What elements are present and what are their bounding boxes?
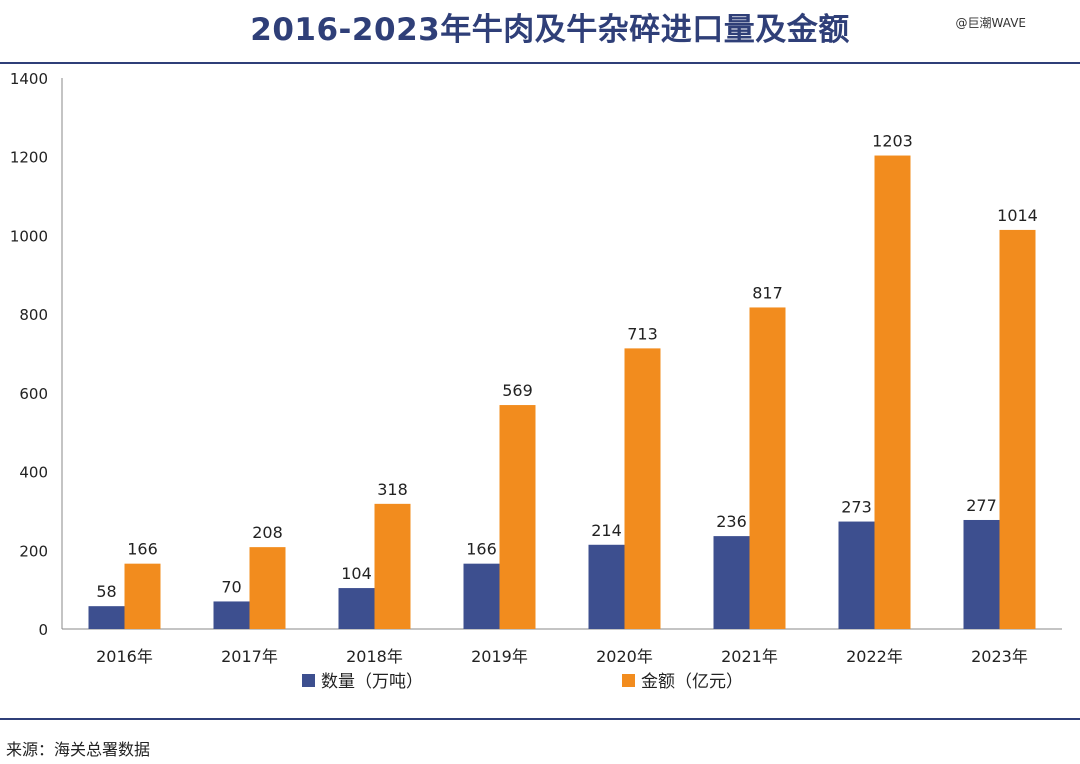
data-label: 214 — [591, 521, 622, 540]
data-label: 104 — [341, 564, 372, 583]
data-label: 166 — [466, 540, 497, 559]
data-label: 166 — [127, 540, 158, 559]
bar — [213, 601, 250, 629]
bar — [963, 519, 1000, 629]
data-label: 273 — [841, 498, 872, 517]
x-tick-label: 2017年 — [221, 647, 278, 666]
data-label: 569 — [502, 381, 533, 400]
data-label: 236 — [716, 512, 747, 531]
bar — [588, 544, 625, 629]
x-tick-label: 2018年 — [346, 647, 403, 666]
watermark: @巨潮WAVE — [955, 16, 1026, 30]
bars: 58 166 70 208 104 318 166 569 214 713 236 817 273 120… — [88, 132, 1038, 629]
bar — [88, 606, 125, 629]
y-tick-label: 0 — [38, 621, 48, 639]
bar — [374, 503, 411, 629]
bar — [838, 521, 875, 629]
data-label: 318 — [377, 480, 408, 499]
x-tick-label: 2021年 — [721, 647, 778, 666]
y-tick-label: 200 — [19, 542, 48, 560]
legend-swatch — [622, 674, 635, 687]
bar — [749, 307, 786, 629]
legend-swatch — [302, 674, 315, 687]
bottom-divider — [0, 718, 1080, 720]
x-tick-label: 2023年 — [971, 647, 1028, 666]
y-tick-label: 800 — [19, 306, 48, 324]
bar — [499, 405, 536, 629]
legend-entry: 数量（万吨） — [321, 672, 423, 692]
bar — [338, 588, 375, 629]
top-divider — [0, 62, 1080, 64]
x-tick-label: 2019年 — [471, 647, 528, 666]
x-axis-ticks: 2016年 2017年 2018年 2019年 2020年 2021年 2022年 2023年 — [96, 647, 1028, 666]
data-label: 713 — [627, 324, 658, 343]
data-label: 817 — [752, 283, 783, 302]
x-tick-label: 2016年 — [96, 647, 153, 666]
chart-title: 2016-2023年牛肉及牛杂碎进口量及金额 — [250, 12, 850, 48]
data-label: 1014 — [997, 206, 1038, 225]
legend-entry: 金额（亿元） — [641, 672, 743, 692]
x-tick-label: 2022年 — [846, 647, 903, 666]
y-tick-label: 1000 — [10, 227, 48, 245]
y-tick-label: 1400 — [10, 70, 48, 88]
source-note: 来源：海关总署数据 — [6, 740, 151, 759]
x-tick-label: 2020年 — [596, 647, 653, 666]
data-label: 277 — [966, 496, 997, 515]
data-label: 58 — [96, 582, 116, 601]
bar — [624, 348, 661, 629]
bar — [713, 536, 750, 629]
bar — [463, 563, 500, 629]
y-axis-ticks: 0 200 400 600 800 1000 1200 1400 — [10, 70, 48, 639]
y-tick-label: 1200 — [10, 149, 48, 167]
data-label: 1203 — [872, 132, 913, 151]
y-tick-label: 600 — [19, 385, 48, 403]
data-label: 70 — [221, 577, 241, 596]
bar — [249, 547, 286, 629]
axes — [61, 78, 1062, 630]
y-tick-label: 400 — [19, 464, 48, 482]
legend: 数量（万吨） 金额（亿元） — [302, 672, 743, 692]
bar — [999, 229, 1036, 629]
data-label: 208 — [252, 523, 283, 542]
bar — [124, 563, 161, 629]
bar — [874, 155, 911, 629]
